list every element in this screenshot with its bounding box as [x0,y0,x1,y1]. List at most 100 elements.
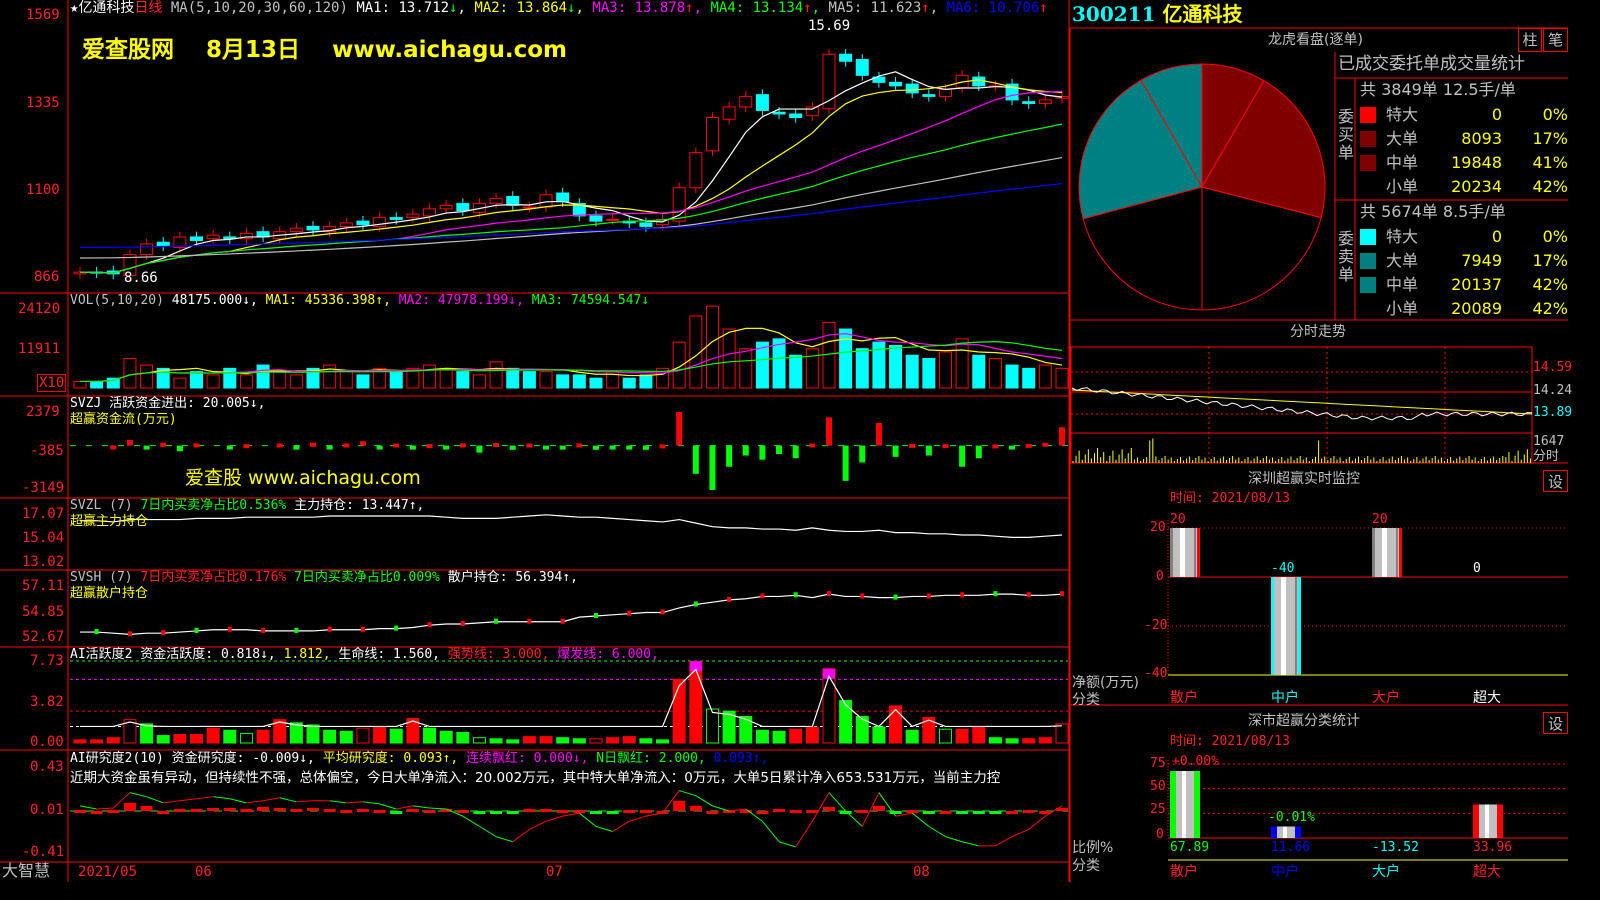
fund-flow-bar [892,445,899,457]
research-bar [756,811,769,815]
research-line [129,792,147,798]
research-line [695,795,713,807]
research-line [146,796,164,804]
bar-shade [1295,577,1297,675]
axis-label: 0.43 [30,759,64,775]
legend-swatch [1360,277,1376,293]
date-label: 2021/05 [78,864,138,880]
svsh-subtitle: 超赢散户持仓 [70,586,149,601]
research-bar [506,811,519,815]
row-percent: 42% [1532,275,1568,294]
holding-marker [960,592,965,598]
research-bar [373,810,386,813]
axis-label: 13.02 [22,554,65,570]
research-line [362,801,380,805]
row-percent: 17% [1532,251,1568,270]
volume-bar [306,367,320,389]
row-value: 0 [1491,105,1502,124]
fund-flow-bar [443,445,450,450]
research-bar [1039,811,1052,815]
activity-bar [589,738,603,744]
fund-flow-bar [909,443,916,448]
research-bar [307,807,320,812]
fund-flow-bar [592,445,599,450]
research-bar [340,810,353,813]
pie-slice [1201,186,1322,311]
activity-bar [639,738,653,744]
fund-flow-bar [776,445,783,455]
main-holding-line [80,514,1063,538]
volume-bar [1022,367,1036,389]
fund-flow-bar [293,445,300,450]
research-line [612,820,630,832]
research-bar [673,800,686,812]
volume-bar [439,367,453,389]
activity-bar [739,715,753,744]
activity-bar [889,705,903,744]
classify-settings-button[interactable]: 设 [1543,712,1568,734]
high-price-label: 15.69 [808,18,851,34]
bar-view-button[interactable]: 柱 [1518,28,1542,52]
volume-bar [689,315,703,389]
axis-label: 25 [1150,802,1166,817]
candle [872,76,886,83]
intraday-price: 14.59 [1533,360,1573,375]
volume-bar [289,374,303,389]
candle [489,197,503,205]
volume-bar [339,371,353,389]
candle [206,234,220,240]
bar-highlight [1180,528,1185,577]
activity-bar [855,715,869,744]
row-label: 大单 [1386,129,1419,148]
axis-label: 3.82 [30,694,64,710]
activity-bar [922,717,936,744]
activity-bar [223,729,237,744]
bar-edge [1298,577,1301,675]
volume-bar [423,364,437,389]
row-label: 大单 [1386,251,1419,270]
holding-marker [993,591,998,597]
intraday-price: 13.89 [1533,405,1573,420]
holding-marker [893,594,898,600]
row-percent: 41% [1532,153,1568,172]
research-bar [190,808,203,812]
candle [589,215,603,222]
activity-bar [656,739,670,744]
activity-bar [506,739,520,744]
research-line [445,808,464,817]
fund-flow-bar [393,443,400,448]
fund-flow-bar [609,445,616,450]
fund-flow-bar [509,445,516,450]
burst-marker [689,661,702,672]
volume-bar [905,354,919,389]
fund-flow-bar [343,443,350,448]
buy-row: 大单 8093 17% [1360,128,1568,150]
axis-label: 7.73 [30,653,64,669]
candle [938,88,952,97]
fund-flow-bar [310,442,317,447]
bar [1473,804,1503,838]
monitor-settings-button[interactable]: 设 [1543,470,1568,492]
candle [389,217,403,220]
tick-view-button[interactable]: 笔 [1543,28,1568,52]
research-bar [706,811,719,815]
volume-bar [622,377,636,389]
fund-flow-bar [1042,442,1049,447]
research-line [745,808,763,822]
research-line [279,797,297,803]
axis-label: 866 [34,269,60,285]
bar-edge [1197,528,1200,577]
fund-flow-bar [143,445,150,450]
holding-marker [826,591,831,597]
candle [1038,99,1052,104]
buy-summary: 共 3849单 12.5手/单 [1360,80,1516,99]
volume-bar [223,367,237,389]
ma4: MA4: 13.134↑, [710,0,821,16]
activity-bar [1022,738,1036,744]
kline-chart-area[interactable] [0,0,1070,882]
ma5-line [79,71,1063,274]
research-line [895,812,913,817]
fund-flow-bar [226,445,233,450]
stock-title: 300211 亿通科技 [1072,2,1243,26]
volume-unit-button[interactable]: X10 [37,374,67,392]
